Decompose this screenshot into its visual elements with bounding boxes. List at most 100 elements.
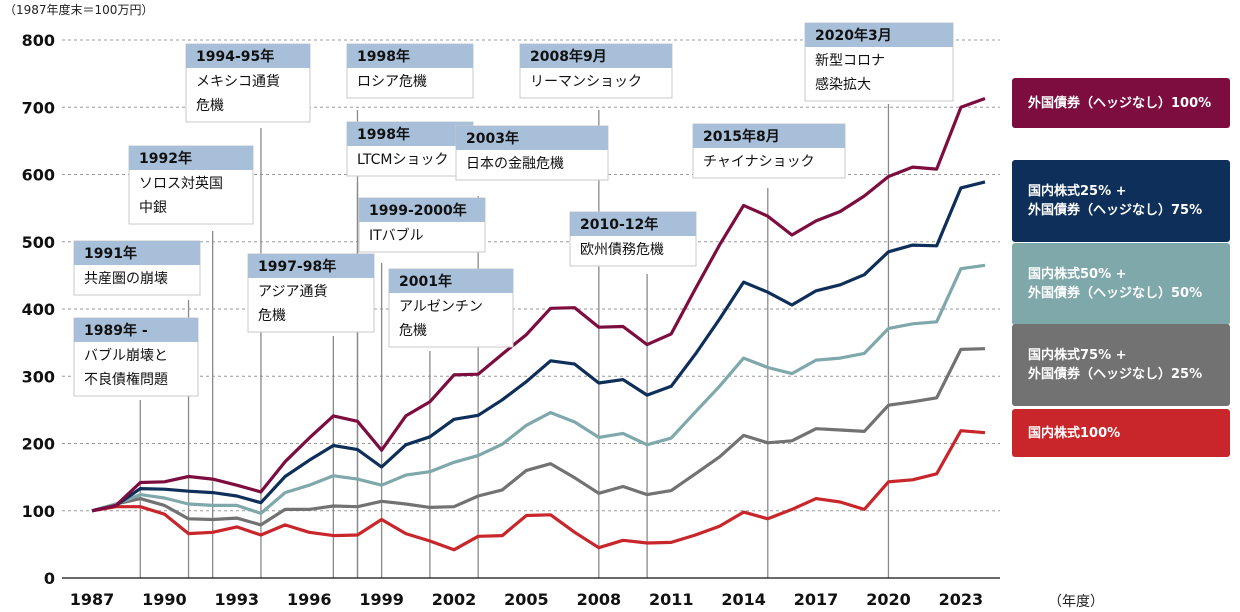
event-callout-header: [347, 122, 473, 146]
legend-item: 国内株式25% + 外国債券（ヘッジなし）75%: [1012, 160, 1230, 242]
event-callout-header: [359, 198, 485, 222]
event-callout-header: [74, 241, 200, 265]
x-tick-label: 2023: [939, 590, 984, 609]
event-callout-title: 2008年9月: [530, 48, 607, 65]
x-axis-label: （年度）: [1048, 594, 1104, 610]
series-line: [91, 347, 986, 527]
event-callout-text: 共産圏の崩壊: [84, 271, 168, 287]
event-callout-text: ソロス対英国: [139, 175, 223, 192]
x-tick-label: 1990: [142, 590, 187, 609]
y-tick-label: 0: [44, 569, 55, 588]
event-callout-title: 1999-2000年: [369, 202, 467, 219]
x-tick-label: 2011: [649, 590, 694, 609]
event-callout-header: [129, 146, 253, 170]
event-callout-title: 1991年: [84, 245, 137, 262]
series-line: [91, 96, 986, 513]
y-tick-label: 400: [22, 300, 55, 319]
event-callout-header: [570, 212, 696, 236]
event-callout-text: リーマンショック: [530, 74, 642, 90]
event-callout-text: 中銀: [139, 200, 167, 216]
event-callout-text: 感染拡大: [815, 76, 871, 93]
event-callout-title: 1989年 -: [84, 322, 148, 339]
event-callout-header: [805, 23, 953, 47]
event-callout-header: [248, 254, 374, 278]
legend-label: 国内株式25% +: [1028, 184, 1127, 199]
legend-label: 外国債券（ヘッジなし）25%: [1028, 367, 1203, 382]
series-lines: [91, 96, 986, 552]
event-callout-text: チャイナショック: [703, 154, 815, 170]
annotation-lines: [139, 104, 890, 578]
legend-item: 国内株式50% + 外国債券（ヘッジなし）50%: [1012, 243, 1230, 325]
event-callout-text: アジア通貨: [258, 283, 327, 300]
event-callout-title: 1998年: [357, 126, 410, 143]
event-callout-text: バブル崩壊と: [84, 347, 168, 364]
event-callout-header: [693, 124, 845, 148]
x-tick-label: 2020: [866, 590, 911, 609]
event-callout-title: 1994-95年: [196, 48, 274, 65]
event-callout-text: 欧州債務危機: [580, 242, 664, 258]
event-callout-header: [347, 44, 473, 68]
event-callout-header: [456, 126, 608, 150]
event-callout-text: ITバブル: [369, 227, 424, 244]
event-callout-header: [186, 44, 310, 68]
event-callout-title: 2001年: [399, 273, 452, 290]
event-callout-header: [74, 318, 198, 342]
legend-label: 国内株式50% +: [1028, 267, 1127, 282]
legend-label: 外国債券（ヘッジなし）75%: [1028, 203, 1203, 218]
event-callout-header: [520, 44, 672, 68]
y-tick-label: 100: [22, 502, 55, 521]
y-tick-label: 200: [22, 435, 55, 454]
event-callout-text: 新型コロナ: [815, 53, 885, 69]
x-tick-label: 1987: [70, 590, 115, 609]
x-tick-label: 2002: [432, 590, 477, 609]
event-callout-title: 2003年: [466, 130, 519, 147]
legend-label: 外国債券（ヘッジなし）100%: [1028, 95, 1212, 111]
event-callout-title: 1997-98年: [258, 258, 336, 275]
x-tick-label: 2017: [794, 590, 839, 609]
event-callout-text: 危機: [196, 98, 224, 114]
event-callout-text: 危機: [258, 308, 286, 324]
event-callout-text: アルゼンチン: [399, 299, 483, 315]
event-callout-text: 不良債権問題: [84, 371, 168, 388]
series-line: [91, 263, 986, 515]
event-callout-title: 2015年8月: [703, 128, 780, 145]
legend-item: 国内株式100%: [1012, 409, 1230, 457]
legend-label: 国内株式75% +: [1028, 348, 1127, 363]
legend-item: 外国債券（ヘッジなし）100%: [1012, 78, 1230, 128]
x-tick-label: 1996: [287, 590, 332, 609]
legend-item: 国内株式75% + 外国債券（ヘッジなし）25%: [1012, 324, 1230, 406]
event-callout-text: メキシコ通貨: [196, 73, 280, 90]
legend-label: 外国債券（ヘッジなし）50%: [1028, 286, 1203, 301]
event-callout-title: 2010-12年: [580, 216, 658, 233]
x-tick-label: 1999: [359, 590, 404, 609]
x-tick-label: 1993: [215, 590, 260, 609]
event-callout-text: 日本の金融危機: [466, 156, 564, 172]
y-tick-label: 700: [22, 98, 55, 117]
event-callout-title: 1992年: [139, 150, 192, 167]
event-callout-title: 1998年: [357, 48, 410, 65]
y-tick-label: 800: [22, 31, 55, 50]
legend-label: 国内株式100%: [1028, 425, 1121, 441]
event-callout-header: [389, 269, 513, 293]
event-callout: 1998年 LTCMショック: [346, 121, 474, 177]
y-tick-label: 600: [22, 166, 55, 185]
y-tick-label: 500: [22, 233, 55, 252]
series-line: [91, 180, 986, 513]
x-tick-label: 2014: [721, 590, 766, 609]
x-tick-label: 2008: [577, 590, 622, 609]
y-tick-label: 300: [22, 367, 55, 386]
